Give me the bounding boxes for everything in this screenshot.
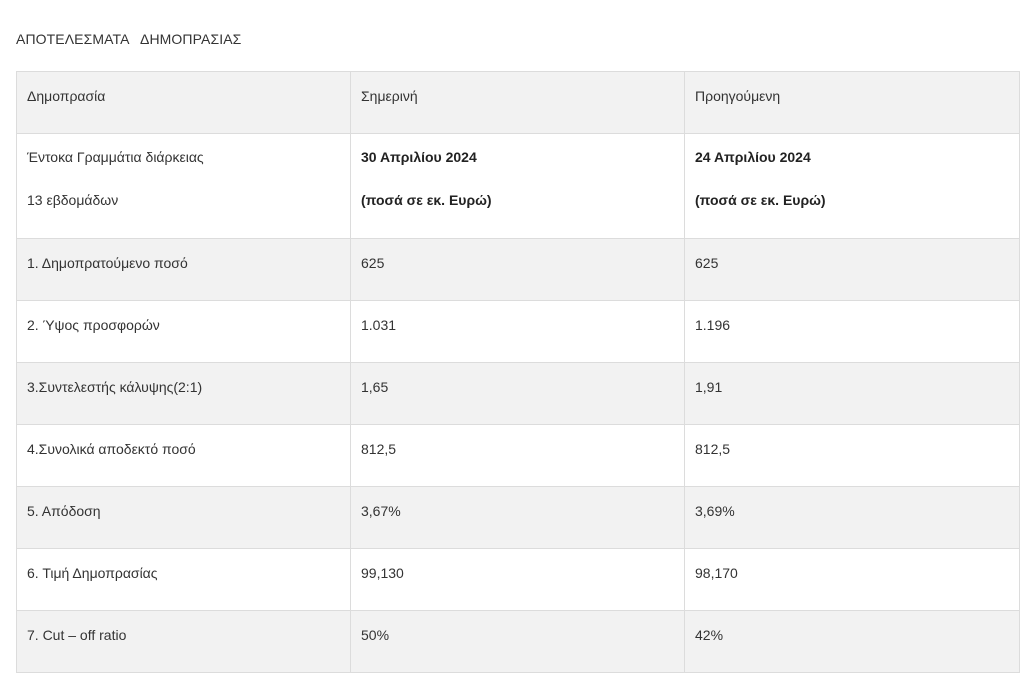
table-row: 3.Συντελεστής κάλυψης(2:1) 1,65 1,91 <box>16 362 1020 425</box>
row-label: 3.Συντελεστής κάλυψης(2:1) <box>16 362 351 425</box>
current-date: 30 Απριλίου 2024 <box>361 149 477 165</box>
row-label: 7. Cut – off ratio <box>16 610 351 673</box>
row-current-value: 50% <box>350 610 685 673</box>
row-current-value: 99,130 <box>350 548 685 611</box>
row-previous-value: 625 <box>684 238 1020 301</box>
row-label: 2. Ύψος προσφορών <box>16 300 351 363</box>
previous-date: 24 Απριλίου 2024 <box>695 149 811 165</box>
instrument-cell: Έντοκα Γραμμάτια διάρκειας 13 εβδομάδων <box>16 133 351 239</box>
instrument-name: Έντοκα Γραμμάτια διάρκειας <box>27 149 204 165</box>
previous-unit-note: (ποσά σε εκ. Ευρώ) <box>695 192 826 208</box>
row-previous-value: 42% <box>684 610 1020 673</box>
row-current-value: 812,5 <box>350 424 685 487</box>
page-title: ΑΠΟΤΕΛΕΣΜΑΤΑ ΔΗΜΟΠΡΑΣΙΑΣ <box>16 31 242 47</box>
previous-date-cell: 24 Απριλίου 2024 (ποσά σε εκ. Ευρώ) <box>684 133 1020 239</box>
table-row: 7. Cut – off ratio 50% 42% <box>16 610 1020 673</box>
row-label: 4.Συνολικά αποδεκτό ποσό <box>16 424 351 487</box>
row-current-value: 1,65 <box>350 362 685 425</box>
row-previous-value: 1,91 <box>684 362 1020 425</box>
auction-results-table: Δημοπρασία Σημερινή Προηγούμενη Έντοκα Γ… <box>16 71 1020 673</box>
row-current-value: 625 <box>350 238 685 301</box>
row-previous-value: 3,69% <box>684 486 1020 549</box>
header-auction: Δημοπρασία <box>16 71 351 134</box>
row-current-value: 1.031 <box>350 300 685 363</box>
row-previous-value: 98,170 <box>684 548 1020 611</box>
table-row: 5. Απόδοση 3,67% 3,69% <box>16 486 1020 549</box>
row-previous-value: 1.196 <box>684 300 1020 363</box>
table-row: 4.Συνολικά αποδεκτό ποσό 812,5 812,5 <box>16 424 1020 487</box>
header-row: Δημοπρασία Σημερινή Προηγούμενη <box>16 71 1020 134</box>
row-current-value: 3,67% <box>350 486 685 549</box>
row-previous-value: 812,5 <box>684 424 1020 487</box>
row-label: 1. Δημοπρατούμενο ποσό <box>16 238 351 301</box>
current-date-cell: 30 Απριλίου 2024 (ποσά σε εκ. Ευρώ) <box>350 133 685 239</box>
header-current: Σημερινή <box>350 71 685 134</box>
instrument-duration: 13 εβδομάδων <box>27 192 119 208</box>
row-label: 6. Τιμή Δημοπρασίας <box>16 548 351 611</box>
row-label: 5. Απόδοση <box>16 486 351 549</box>
current-unit-note: (ποσά σε εκ. Ευρώ) <box>361 192 492 208</box>
subheader-row: Έντοκα Γραμμάτια διάρκειας 13 εβδομάδων … <box>16 133 1020 239</box>
table-row: 6. Τιμή Δημοπρασίας 99,130 98,170 <box>16 548 1020 611</box>
table-row: 1. Δημοπρατούμενο ποσό 625 625 <box>16 238 1020 301</box>
header-previous: Προηγούμενη <box>684 71 1020 134</box>
table-row: 2. Ύψος προσφορών 1.031 1.196 <box>16 300 1020 363</box>
